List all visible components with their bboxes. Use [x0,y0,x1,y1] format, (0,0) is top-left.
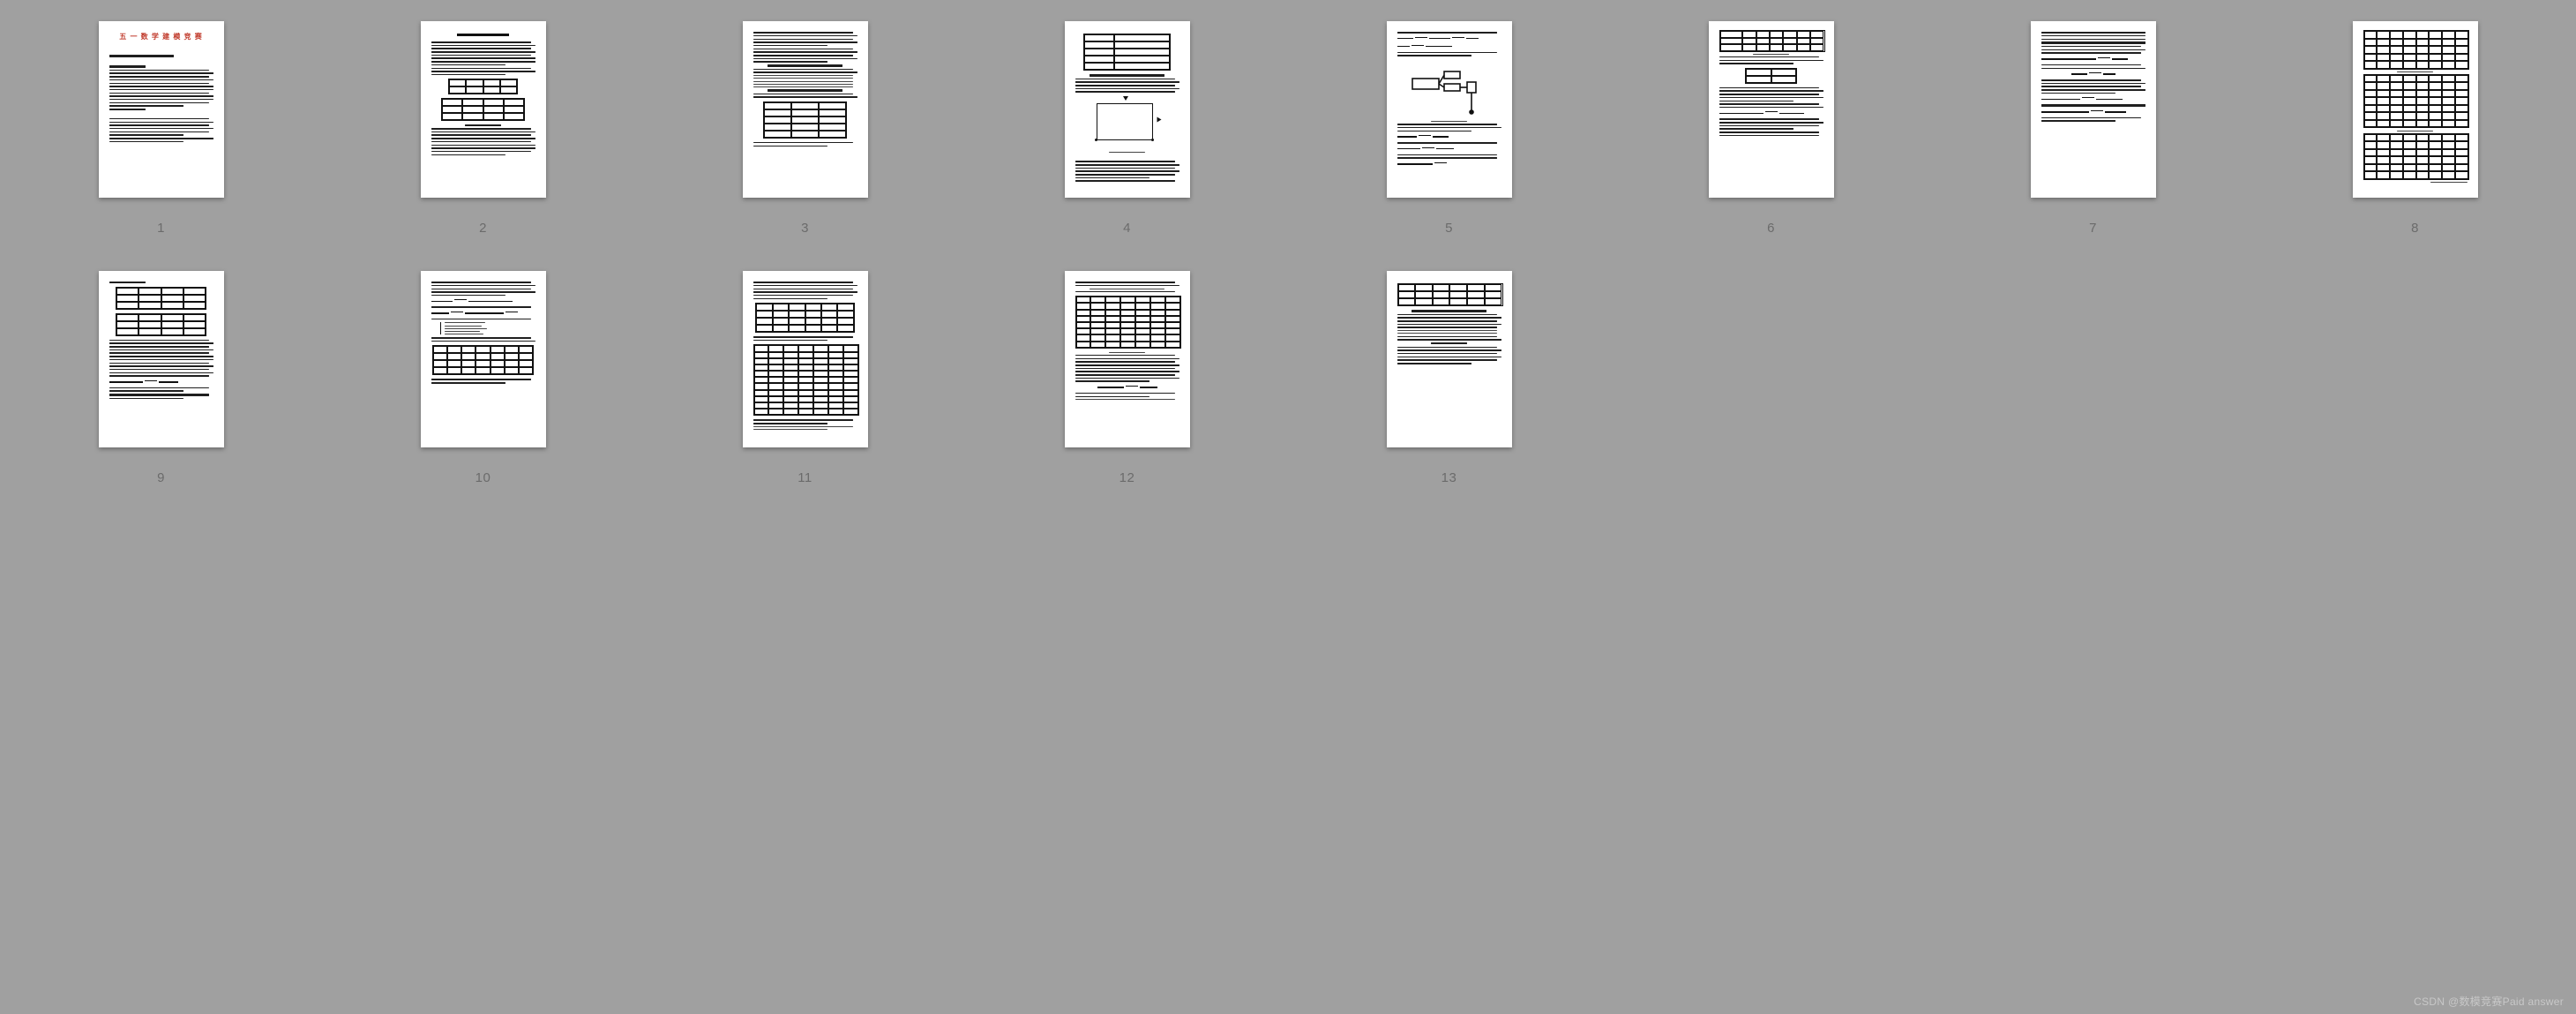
formula [2041,109,2145,115]
thumb-slot: 10 [347,271,619,485]
watermark: CSDN @数模竞赛Paid answer [2414,994,2564,1009]
formula [1397,161,1501,167]
page-number-label: 3 [801,221,809,236]
heading [457,34,509,36]
page-number-label: 7 [2089,221,2097,236]
table [755,303,855,333]
table [432,345,534,375]
page-number-label: 6 [1767,221,1775,236]
page-thumbnail-3[interactable] [743,21,868,198]
formula [1719,110,1823,116]
thumb-slot: 7 [1957,21,2229,236]
page-number-label: 11 [798,470,812,485]
page-thumbnail-11[interactable] [743,271,868,447]
thumbnail-grid: 五 一 数 学 建 模 竞 赛 1 [0,0,2576,521]
page-number-label: 5 [1445,221,1453,236]
table [1083,34,1171,71]
thumb-slot: 2 [347,21,619,236]
table [2363,133,2469,180]
page-thumbnail-5[interactable] [1387,21,1512,198]
page-thumbnail-2[interactable] [421,21,546,198]
thumb-slot: 4 [991,21,1263,236]
page-thumbnail-6[interactable] [1709,21,1834,198]
thumb-slot: 9 [25,271,297,485]
doc-title: 五 一 数 学 建 模 竞 赛 [109,32,213,41]
formula [1397,146,1501,152]
thumb-slot: 6 [1635,21,1907,236]
table [448,79,518,94]
page-thumbnail-9[interactable] [99,271,224,447]
table [1075,296,1181,349]
page-number-label: 8 [2411,221,2419,236]
page-number-label: 13 [1442,470,1457,485]
table [1397,283,1503,306]
page-thumbnail-13[interactable] [1387,271,1512,447]
page-thumbnail-4[interactable] [1065,21,1190,198]
page-number-label: 1 [157,221,165,236]
thumb-slot: 13 [1313,271,1585,485]
table [763,101,846,139]
page-number-label: 2 [479,221,487,236]
thumb-slot: 五 一 数 学 建 模 竞 赛 1 [25,21,297,236]
page-thumbnail-8[interactable] [2353,21,2478,198]
table [116,313,206,336]
formula [431,298,535,304]
diagram-mechanism [1405,66,1494,117]
diagram-frame [1088,98,1167,146]
table [1745,68,1797,84]
formula [109,379,213,385]
thumb-slot: 11 [669,271,941,485]
page-thumbnail-12[interactable] [1065,271,1190,447]
page-thumbnail-10[interactable] [421,271,546,447]
page-number-label: 10 [476,470,491,485]
thumb-slot: 12 [991,271,1263,485]
page-number-label: 12 [1120,470,1135,485]
formula [1075,385,1179,390]
thumb-slot: 5 [1313,21,1585,236]
formula [1397,134,1501,139]
page-number-label: 9 [157,470,165,485]
table [2363,74,2469,129]
thumbnail-viewport: 五 一 数 学 建 模 竞 赛 1 [0,0,2576,1014]
table [441,98,524,121]
page-thumbnail-7[interactable] [2031,21,2156,198]
page-thumbnail-1[interactable]: 五 一 数 学 建 模 竞 赛 [99,21,224,198]
table [1719,30,1825,52]
table [2363,30,2469,70]
table [753,344,859,416]
formula [2041,71,2145,77]
formula [2041,96,2145,101]
formula [1397,36,1501,41]
formula [2041,56,2145,62]
formula [1397,44,1501,49]
thumb-slot: 3 [669,21,941,236]
table [116,287,206,310]
thumb-slot: 8 [2279,21,2551,236]
formula [431,311,535,316]
page-number-label: 4 [1123,221,1131,236]
